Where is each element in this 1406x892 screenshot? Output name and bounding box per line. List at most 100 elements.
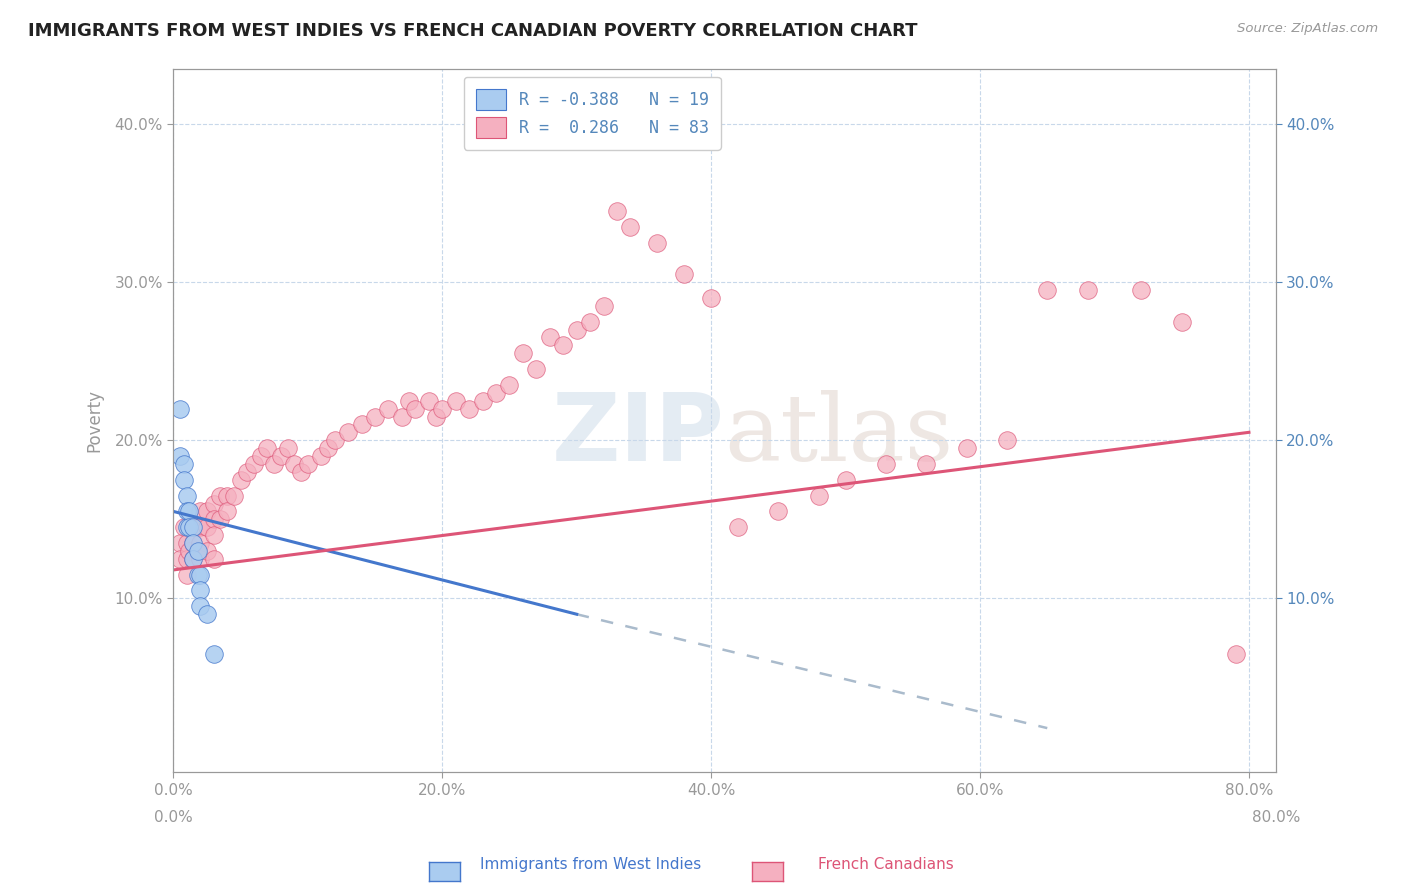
Point xyxy=(915,457,938,471)
Point xyxy=(186,567,208,582)
Point xyxy=(222,489,245,503)
Point xyxy=(444,393,467,408)
Point xyxy=(673,267,696,281)
Point xyxy=(209,489,232,503)
Point xyxy=(188,552,211,566)
Point xyxy=(217,504,239,518)
Point xyxy=(183,536,205,550)
Point xyxy=(183,552,205,566)
Point xyxy=(183,520,205,534)
Point xyxy=(195,544,218,558)
Text: atlas: atlas xyxy=(724,390,953,480)
Point xyxy=(202,552,225,566)
Point xyxy=(647,235,669,250)
Point xyxy=(350,417,373,432)
Point xyxy=(619,219,641,234)
Point xyxy=(807,489,830,503)
Text: Immigrants from West Indies: Immigrants from West Indies xyxy=(479,857,702,872)
Point xyxy=(432,401,454,416)
Point xyxy=(498,377,520,392)
Point xyxy=(217,489,239,503)
Point xyxy=(768,504,790,518)
Point xyxy=(579,315,602,329)
Point xyxy=(176,552,198,566)
Point xyxy=(995,434,1018,448)
Point xyxy=(955,441,977,455)
Point xyxy=(404,401,426,416)
Point xyxy=(176,520,198,534)
Point xyxy=(188,599,211,614)
Point xyxy=(176,504,198,518)
Point xyxy=(179,544,201,558)
Point xyxy=(176,536,198,550)
Point xyxy=(249,449,271,463)
Point xyxy=(183,552,205,566)
Point xyxy=(418,393,440,408)
Point xyxy=(179,504,201,518)
Point xyxy=(337,425,360,440)
Point xyxy=(195,607,218,622)
Text: IMMIGRANTS FROM WEST INDIES VS FRENCH CANADIAN POVERTY CORRELATION CHART: IMMIGRANTS FROM WEST INDIES VS FRENCH CA… xyxy=(28,22,918,40)
Point xyxy=(188,504,211,518)
Point xyxy=(176,567,198,582)
Point xyxy=(553,338,575,352)
Point xyxy=(316,441,339,455)
Point xyxy=(471,393,494,408)
Point xyxy=(202,496,225,510)
Point xyxy=(700,291,723,305)
Point xyxy=(236,465,259,479)
Point xyxy=(377,401,399,416)
Point xyxy=(834,473,856,487)
Point xyxy=(256,441,278,455)
Point xyxy=(1036,283,1059,297)
Point xyxy=(186,544,208,558)
Text: 0.0%: 0.0% xyxy=(153,810,193,825)
Point xyxy=(270,449,292,463)
Point xyxy=(202,647,225,661)
Y-axis label: Poverty: Poverty xyxy=(86,389,103,452)
Point xyxy=(179,520,201,534)
Text: ZIP: ZIP xyxy=(551,389,724,481)
Point xyxy=(727,520,749,534)
Point xyxy=(188,583,211,598)
Text: French Canadians: French Canadians xyxy=(818,857,953,872)
Point xyxy=(277,441,299,455)
Point xyxy=(173,520,195,534)
Point xyxy=(169,536,191,550)
Point xyxy=(169,552,191,566)
Point xyxy=(186,520,208,534)
Point xyxy=(364,409,387,424)
Point xyxy=(323,434,346,448)
Point xyxy=(1077,283,1099,297)
Point xyxy=(309,449,332,463)
Point xyxy=(173,473,195,487)
Point xyxy=(186,544,208,558)
Point xyxy=(297,457,319,471)
Point xyxy=(243,457,266,471)
Point xyxy=(1170,315,1192,329)
Point xyxy=(458,401,481,416)
Point xyxy=(169,401,191,416)
Point xyxy=(263,457,285,471)
Point xyxy=(592,299,614,313)
Point xyxy=(176,489,198,503)
Point xyxy=(195,504,218,518)
Point xyxy=(202,512,225,526)
Point xyxy=(183,536,205,550)
Text: 80.0%: 80.0% xyxy=(1251,810,1301,825)
Point xyxy=(188,567,211,582)
Point xyxy=(524,362,547,376)
Point xyxy=(290,465,312,479)
Point xyxy=(183,520,205,534)
Point xyxy=(173,457,195,471)
Point xyxy=(229,473,252,487)
Point xyxy=(425,409,447,424)
Point xyxy=(1225,647,1247,661)
Point xyxy=(875,457,897,471)
Point xyxy=(391,409,413,424)
Point xyxy=(209,512,232,526)
Point xyxy=(398,393,420,408)
Point xyxy=(565,322,588,336)
Point xyxy=(202,528,225,542)
Point xyxy=(195,520,218,534)
